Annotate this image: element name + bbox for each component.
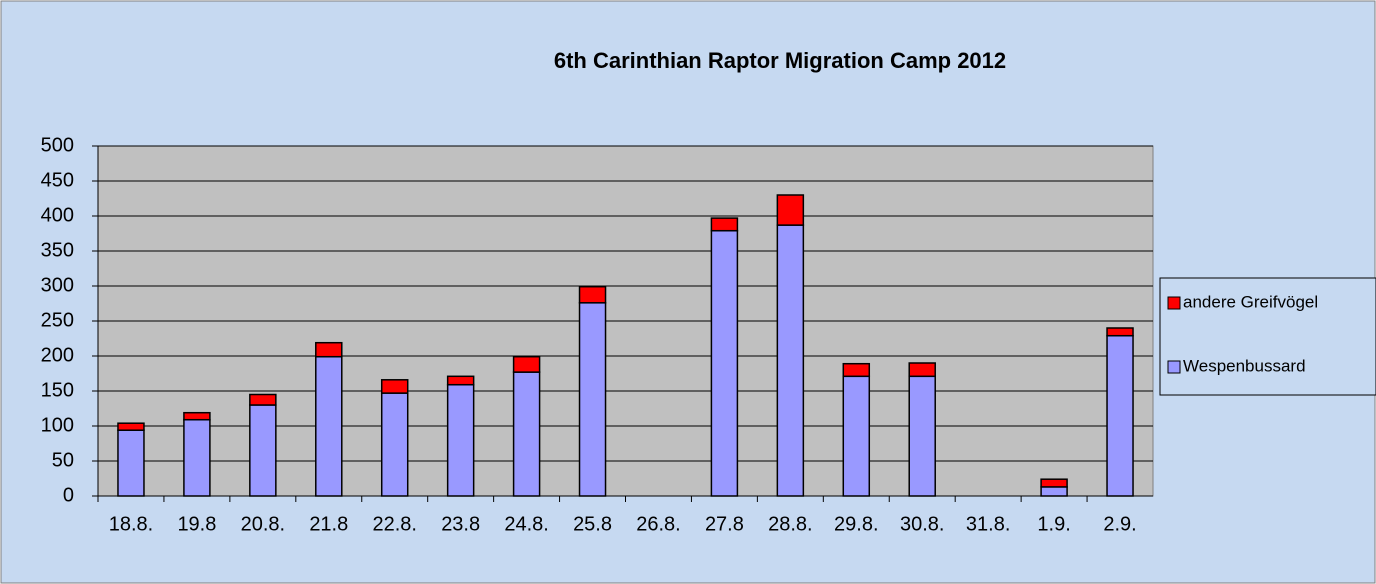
x-tick-label: 1.9. — [1037, 513, 1070, 535]
bar-segment — [315, 341, 343, 358]
chart-title: 6th Carinthian Raptor Migration Camp 201… — [554, 48, 1006, 73]
x-tick-label: 20.8. — [241, 513, 285, 535]
y-tick-label: 500 — [41, 134, 74, 156]
bar-segment — [908, 375, 936, 497]
bar-segment — [183, 411, 211, 421]
bar-segment — [710, 229, 739, 497]
legend-label: andere Greifvögel — [1183, 292, 1318, 311]
bar-segment — [1040, 486, 1068, 497]
x-tick-label: 29.8. — [834, 513, 878, 535]
y-tick-label: 350 — [41, 239, 74, 261]
bar-segment — [117, 429, 145, 497]
x-tick-label: 18.8. — [109, 513, 153, 535]
y-tick-label: 400 — [41, 204, 74, 226]
y-tick-label: 50 — [52, 449, 74, 471]
x-tick-label: 21.8 — [309, 513, 348, 535]
x-tick-label: 30.8. — [900, 513, 944, 535]
bar-segment — [380, 392, 409, 497]
x-tick-label: 28.8. — [768, 513, 812, 535]
bar-segment — [1106, 334, 1134, 497]
legend-box — [1159, 277, 1376, 396]
x-tick-label: 24.8. — [504, 513, 548, 535]
bar-segment — [842, 362, 871, 378]
bar-segment — [512, 371, 541, 497]
bar-segment — [1040, 478, 1068, 488]
x-tick-label: 23.8 — [441, 513, 480, 535]
y-tick-label: 0 — [63, 484, 74, 506]
x-tick-label: 31.8. — [966, 513, 1010, 535]
bar-segment — [512, 355, 541, 373]
y-tick-label: 250 — [41, 309, 74, 331]
bar-segment — [249, 404, 277, 497]
x-tick-label: 19.8 — [177, 513, 216, 535]
y-tick-label: 450 — [41, 169, 74, 191]
y-tick-label: 200 — [41, 344, 74, 366]
bar-segment — [842, 375, 871, 497]
bar-segment — [710, 217, 739, 232]
bar-segment — [1106, 327, 1134, 337]
bar-segment — [776, 194, 805, 226]
bar-segment — [578, 302, 607, 497]
bar-segment — [446, 375, 475, 386]
y-tick-label: 150 — [41, 379, 74, 401]
x-tick-label: 25.8 — [573, 513, 612, 535]
legend-swatch — [1167, 360, 1181, 374]
bar-segment — [117, 422, 145, 431]
x-tick-label: 27.8 — [705, 513, 744, 535]
bar-segment — [578, 285, 607, 304]
bar-segment — [315, 355, 343, 497]
bar-segment — [249, 393, 277, 406]
x-tick-label: 2.9. — [1103, 513, 1136, 535]
bar-segment — [446, 383, 475, 497]
bar-segment — [380, 379, 409, 394]
bar-segment — [183, 418, 211, 497]
legend-swatch — [1167, 296, 1181, 310]
x-tick-label: 22.8. — [372, 513, 416, 535]
y-tick-label: 100 — [41, 414, 74, 436]
y-tick-label: 300 — [41, 274, 74, 296]
bar-segment — [776, 224, 805, 497]
x-tick-label: 26.8. — [636, 513, 680, 535]
bar-segment — [908, 362, 936, 378]
legend-label: Wespenbussard — [1183, 356, 1306, 375]
